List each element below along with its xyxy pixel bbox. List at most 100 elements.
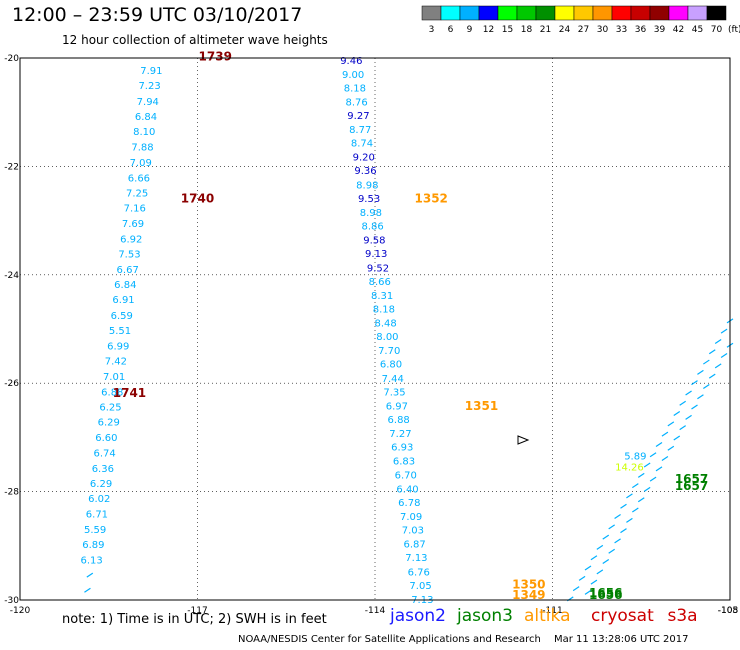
swh-label: 6.60 <box>95 433 117 444</box>
pass-time-label: 1352 <box>415 191 448 205</box>
legend-label: 42 <box>673 25 684 35</box>
swh-label: 6.88 <box>388 415 410 426</box>
pass-time-label: 1351 <box>465 399 498 413</box>
swh-mark <box>84 587 91 593</box>
swh-mark <box>697 394 704 400</box>
swh-label: 6.25 <box>99 403 121 414</box>
swh-mark <box>708 349 716 355</box>
swh-label: 6.29 <box>98 418 120 429</box>
x-tick-label: -114 <box>365 606 386 616</box>
swh-mark <box>86 572 94 578</box>
swh-mark <box>596 544 604 550</box>
legend-label: 45 <box>692 25 703 35</box>
swh-label: 6.99 <box>107 341 129 352</box>
legend-label: 21 <box>540 25 551 35</box>
swh-label: 6.13 <box>80 555 102 566</box>
y-tick-label: -22 <box>4 162 19 172</box>
swh-label: 7.27 <box>389 429 411 440</box>
swh-label: 9.46 <box>340 56 362 67</box>
legend-swatch <box>687 5 708 21</box>
swh-label: 14.26 <box>615 463 644 474</box>
legend-swatch <box>459 5 480 21</box>
swh-mark <box>614 538 621 544</box>
swh-mark <box>667 445 675 451</box>
pass-time-label: 1656 <box>589 586 622 600</box>
y-tick-label: -24 <box>4 271 19 281</box>
swh-mark <box>643 462 651 468</box>
swh-mark <box>661 431 669 437</box>
swh-label: 7.05 <box>409 581 431 592</box>
x-tick-label: -117 <box>187 606 207 616</box>
pass-time-label: 1741 <box>113 386 146 400</box>
swh-mark <box>602 534 610 540</box>
swh-mark <box>590 555 598 561</box>
satellite-jason2: jason2 <box>390 606 446 626</box>
swh-mark <box>626 517 633 523</box>
swh-label: 7.09 <box>130 158 152 169</box>
swh-label: 7.13 <box>405 553 427 564</box>
legend-label: 3 <box>429 25 435 35</box>
y-tick-label: -20 <box>4 54 19 64</box>
swh-label: 8.48 <box>375 319 397 330</box>
legend-swatch <box>535 5 556 21</box>
swh-mark <box>703 383 710 389</box>
legend-swatch <box>440 5 461 21</box>
swh-mark <box>679 400 686 406</box>
generation-timestamp: Mar 11 13:28:06 UTC 2017 <box>554 634 689 645</box>
swh-label: 7.35 <box>383 387 405 398</box>
chart-subtitle: 12 hour collection of altimeter wave hei… <box>62 33 328 47</box>
legend-label: 36 <box>635 25 647 35</box>
swh-label: 6.29 <box>90 479 112 490</box>
legend-swatch <box>706 5 727 21</box>
swh-label: 8.18 <box>373 304 395 315</box>
swh-label: 8.10 <box>133 127 155 138</box>
chart-title: 12:00 – 23:59 UTC 03/10/2017 <box>12 4 303 26</box>
swh-label: 6.66 <box>128 173 150 184</box>
swh-label: 6.67 <box>117 265 139 276</box>
legend-swatch <box>668 5 689 21</box>
swh-mark <box>620 528 627 534</box>
legend-swatch <box>497 5 518 21</box>
swh-mark <box>626 493 633 499</box>
swh-mark <box>691 380 698 386</box>
swh-label: 6.97 <box>386 401 408 412</box>
legend-label: 18 <box>521 25 533 35</box>
swh-label: 6.40 <box>396 484 418 495</box>
swh-mark <box>637 497 645 503</box>
swh-mark <box>596 569 604 575</box>
y-tick-label: -26 <box>4 379 19 389</box>
swh-label: 9.52 <box>367 263 389 274</box>
satellite-altika: altika <box>524 606 571 626</box>
swh-label: 8.66 <box>369 277 391 288</box>
swh-mark <box>703 359 710 365</box>
legend-label: 33 <box>616 25 627 35</box>
legend-swatch <box>592 5 613 21</box>
swh-label: 7.16 <box>124 204 146 215</box>
pass-time-label: 1740 <box>181 191 214 205</box>
swh-label: 7.44 <box>382 374 404 385</box>
swh-label: 6.70 <box>395 470 417 481</box>
swh-label: 5.51 <box>109 326 131 337</box>
legend-swatch <box>478 5 499 21</box>
swh-mark <box>578 575 586 581</box>
legend-label: 30 <box>597 25 609 35</box>
pass-time-label: 1739 <box>199 49 232 63</box>
swh-mark <box>685 390 692 396</box>
swh-mark <box>649 452 657 458</box>
swh-label: 7.01 <box>103 372 125 383</box>
pass-time-labels: 1739174017411352135113501349165916591658… <box>113 49 708 602</box>
swh-label: 9.53 <box>358 194 380 205</box>
pass-time-label: 1350 <box>512 578 545 592</box>
swh-mark <box>620 503 627 509</box>
legend-label: 9 <box>467 25 473 35</box>
legend-swatch <box>573 5 594 21</box>
swh-label: 7.94 <box>137 97 159 108</box>
swh-label: 6.89 <box>82 540 104 551</box>
swh-mark <box>720 328 728 334</box>
x-tick-label: -108 <box>718 606 739 616</box>
swh-mark <box>697 369 704 375</box>
swh-label: 7.25 <box>126 188 148 199</box>
swh-label: 6.59 <box>111 311 133 322</box>
y-tick-label: -28 <box>4 488 19 498</box>
x-tick-label: -120 <box>10 606 31 616</box>
